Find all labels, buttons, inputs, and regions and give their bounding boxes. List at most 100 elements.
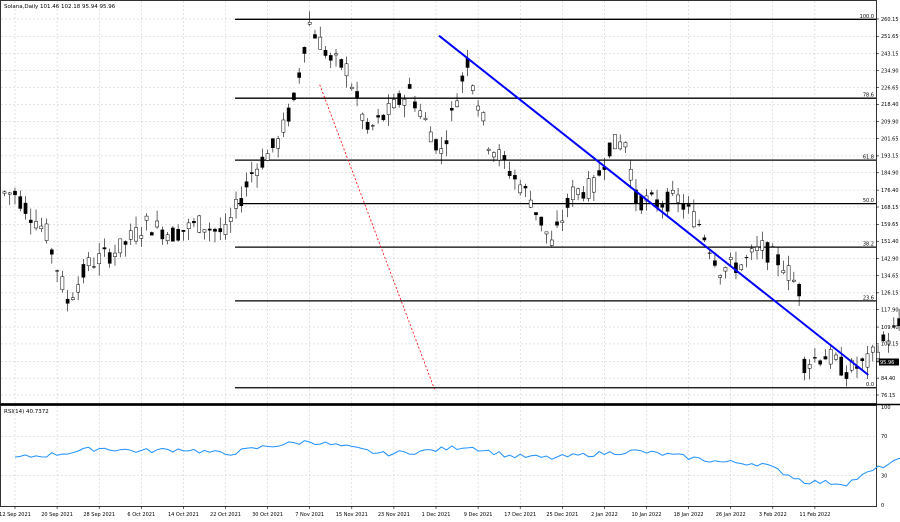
- y-tick-label-1: 251.65: [881, 34, 899, 40]
- candle-body: [634, 189, 638, 204]
- x-tick-label-2: 28 Sep 2021: [83, 512, 115, 518]
- candle-body: [318, 36, 323, 50]
- candle-body: [792, 279, 796, 282]
- candle-body: [660, 204, 665, 208]
- candle-body: [397, 93, 401, 105]
- candle-body: [507, 170, 512, 176]
- candle-body: [534, 212, 538, 216]
- y-tick-label-11: 168.15: [881, 205, 899, 211]
- candle-body: [281, 119, 286, 133]
- candle-body: [702, 237, 707, 241]
- candle-body: [171, 227, 175, 242]
- y-tick-label-18: 109.40: [881, 325, 899, 331]
- candle-body: [244, 181, 249, 188]
- candle-body: [402, 98, 407, 106]
- fib-label-50.0: 50.0: [863, 198, 874, 204]
- candle-body: [2, 191, 7, 194]
- fib-label-61.8: 61.8: [863, 155, 874, 161]
- candle-body: [476, 105, 480, 111]
- x-tick-label-15: 10 Jan 2022: [632, 512, 662, 518]
- main-panel-frame: [0, 0, 877, 404]
- candle-body: [360, 113, 365, 121]
- candle-body: [492, 152, 496, 158]
- candle-body: [497, 149, 501, 161]
- candle-body: [192, 221, 196, 224]
- candle-body: [649, 192, 654, 195]
- candle-body: [613, 134, 617, 150]
- grid-lines: [1, 1, 876, 506]
- candle-body: [639, 195, 644, 211]
- chart-title: Solana,Daily 101.46 102.18 95.94 95.96: [4, 4, 116, 10]
- candle-body: [271, 138, 275, 149]
- candle-body: [713, 260, 717, 266]
- x-tick-label-0: 12 Sep 2021: [0, 512, 31, 518]
- candle-body: [460, 75, 465, 82]
- fib-label-0.0: 0.0: [866, 382, 874, 388]
- y-tick-label-12: 159.65: [881, 222, 899, 228]
- x-tick-label-9: 23 Nov 2021: [378, 512, 410, 518]
- candle-body: [297, 72, 302, 78]
- candle-body: [865, 353, 870, 368]
- candle-body: [228, 217, 233, 222]
- candle-body: [328, 55, 333, 61]
- candle-body: [870, 346, 875, 353]
- candle-body: [65, 298, 70, 304]
- candle-body: [765, 242, 770, 263]
- candle-body: [876, 351, 880, 359]
- candle-body: [749, 248, 754, 253]
- candle-body: [149, 232, 154, 236]
- candle-body: [92, 266, 96, 268]
- y-tick-label-22: 76.15: [881, 393, 895, 399]
- candle-body: [565, 198, 570, 208]
- candle-body: [128, 230, 133, 240]
- x-tick-label-8: 15 Nov 2021: [336, 512, 368, 518]
- candle-body: [892, 325, 896, 327]
- red-dotted-line: [319, 84, 435, 390]
- candle-body: [539, 216, 544, 226]
- candle-body: [486, 148, 491, 151]
- candle-body: [386, 103, 391, 115]
- candle-body: [628, 168, 633, 181]
- x-tick-label-12: 17 Dec 2021: [504, 512, 536, 518]
- candle-body: [302, 47, 307, 54]
- candle-body: [355, 91, 359, 98]
- current-price-box: [879, 358, 899, 366]
- rsi-line: [14, 440, 900, 487]
- candle-body: [418, 110, 423, 117]
- y-tick-label-15: 134.65: [881, 273, 899, 279]
- candle-body: [207, 228, 212, 231]
- candle-body: [502, 155, 507, 161]
- fib-label-78.6: 78.6: [863, 93, 874, 99]
- candle-body: [886, 340, 891, 345]
- candle-body: [813, 357, 817, 359]
- candle-body: [44, 223, 49, 241]
- candle-body: [165, 234, 170, 241]
- rsi-tick-label-3: 0: [881, 503, 884, 509]
- x-tick-label-14: 2 Jan 2022: [591, 512, 618, 518]
- candle-body: [181, 229, 186, 232]
- y-tick-label-16: 126.15: [881, 291, 899, 297]
- y-tick-label-3: 234.90: [881, 68, 899, 74]
- candle-body: [307, 22, 312, 25]
- candle-body: [197, 215, 202, 233]
- candle-body: [818, 360, 822, 365]
- candle-body: [586, 178, 591, 199]
- candle-body: [786, 265, 791, 281]
- candle-body: [576, 188, 580, 195]
- candle-body: [844, 372, 849, 379]
- y-tick-label-9: 184.90: [881, 171, 899, 177]
- x-tick-label-3: 6 Oct 2021: [127, 512, 155, 518]
- candle-body: [55, 270, 59, 272]
- candle-body: [513, 175, 517, 180]
- candle-body: [697, 224, 701, 226]
- candle-body: [276, 138, 280, 149]
- candle-body: [781, 270, 786, 274]
- candle-body: [97, 253, 102, 265]
- candle-body: [23, 202, 28, 214]
- candle-body: [413, 101, 417, 109]
- candle-body: [39, 225, 44, 229]
- y-tick-label-19: 101.15: [881, 342, 899, 348]
- candle-body: [676, 194, 680, 203]
- candle-body: [239, 198, 244, 207]
